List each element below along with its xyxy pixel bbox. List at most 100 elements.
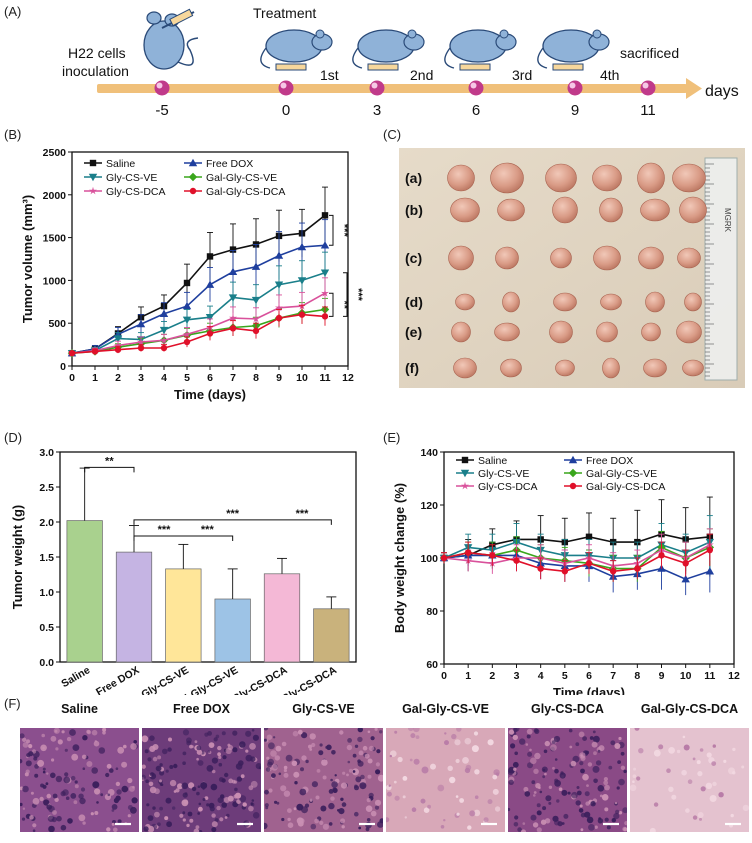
cell-nucleus: [630, 784, 637, 792]
x-tick-label: 11: [319, 372, 330, 384]
tumor-specimen: [638, 246, 664, 270]
histology-title: Gly-CS-DCA: [531, 702, 604, 716]
cell-nucleus: [193, 828, 200, 832]
series-line: [71, 292, 326, 354]
legend-marker: [568, 455, 578, 464]
y-tick-label: 2.0: [39, 517, 54, 529]
cell-nucleus: [539, 790, 543, 794]
cell-nucleus: [623, 769, 627, 774]
cell-nucleus: [682, 735, 686, 739]
panel-label-a: (A): [4, 4, 22, 19]
tumor-specimen: [593, 245, 621, 271]
cell-nucleus: [409, 758, 413, 762]
y-tick-label: 140: [420, 447, 438, 459]
cell-nucleus: [331, 750, 336, 755]
cell-nucleus: [82, 821, 86, 825]
cell-nucleus: [471, 745, 479, 753]
cell-nucleus: [473, 731, 479, 736]
cell-nucleus: [206, 803, 210, 807]
cell-nucleus: [346, 773, 349, 777]
cell-nucleus: [204, 796, 209, 800]
cell-nucleus: [34, 773, 39, 778]
tumor-specimen: [494, 322, 520, 342]
data-point: [537, 565, 544, 572]
cell-nucleus: [301, 806, 308, 814]
cell-nucleus: [127, 777, 133, 784]
cell-nucleus: [234, 792, 242, 799]
cell-nucleus: [527, 762, 533, 769]
cell-nucleus: [264, 822, 268, 830]
cell-nucleus: [167, 747, 172, 752]
cell-nucleus: [611, 818, 616, 823]
cell-nucleus: [42, 767, 46, 771]
cell-nucleus: [394, 730, 398, 734]
data-point: [160, 344, 168, 352]
data-point: [182, 316, 192, 324]
cell-nucleus: [54, 729, 58, 733]
cell-nucleus: [604, 784, 610, 791]
cell-nucleus: [57, 739, 63, 745]
cell-nucleus: [532, 822, 539, 828]
cell-nucleus: [389, 754, 392, 758]
cell-nucleus: [365, 827, 370, 832]
timeline-arrowhead: [686, 78, 702, 99]
inoculation-text-line1: H22 cells: [68, 45, 126, 61]
cell-nucleus: [699, 817, 702, 821]
cell-nucleus: [636, 776, 641, 781]
cell-nucleus: [514, 751, 518, 756]
cell-nucleus: [603, 780, 609, 786]
cell-nucleus: [455, 758, 460, 764]
cell-nucleus: [586, 784, 589, 787]
cell-nucleus: [250, 780, 258, 788]
cell-nucleus: [305, 759, 309, 764]
cell-nucleus: [354, 811, 359, 817]
cell-nucleus: [318, 750, 324, 756]
cell-nucleus: [358, 826, 362, 830]
cell-nucleus: [328, 789, 334, 794]
cell-nucleus: [91, 729, 98, 736]
cell-nucleus: [133, 740, 137, 744]
cell-nucleus: [29, 815, 34, 820]
cell-nucleus: [366, 818, 371, 822]
cell-nucleus: [585, 750, 590, 755]
cell-nucleus: [408, 728, 414, 732]
cell-nucleus: [32, 797, 40, 805]
cell-nucleus: [340, 782, 348, 789]
cell-nucleus: [232, 730, 238, 736]
x-tick-label: 10: [296, 372, 308, 384]
cell-nucleus: [730, 813, 734, 818]
cell-nucleus: [300, 767, 304, 772]
cell-nucleus: [601, 794, 609, 801]
significance-brackets: ********: [329, 214, 364, 317]
tumor-specimen: [600, 293, 622, 311]
cell-nucleus: [74, 780, 78, 784]
cell-nucleus: [322, 775, 327, 780]
cell-nucleus: [692, 815, 698, 820]
plot-frame: [59, 451, 357, 663]
histology-title: Gal-Gly-CS-VE: [402, 702, 489, 716]
cell-nucleus: [94, 788, 101, 795]
cell-nucleus: [593, 778, 598, 784]
cell-nucleus: [331, 781, 338, 788]
series-free-dox: [67, 219, 330, 357]
cell-nucleus: [487, 739, 494, 746]
cell-nucleus: [298, 818, 305, 824]
cell-nucleus: [524, 791, 531, 797]
cell-nucleus: [245, 749, 249, 753]
cell-nucleus: [96, 801, 99, 804]
cell-nucleus: [328, 802, 335, 810]
cell-nucleus: [181, 782, 189, 790]
y-tick-label: 0.5: [39, 622, 54, 634]
cell-nucleus: [599, 794, 603, 798]
cell-nucleus: [531, 780, 536, 785]
cell-nucleus: [526, 728, 533, 735]
data-point: [136, 319, 146, 328]
cell-nucleus: [570, 760, 577, 767]
cell-nucleus: [308, 744, 312, 749]
cell-nucleus: [561, 789, 568, 796]
cell-nucleus: [444, 740, 449, 746]
cell-nucleus: [685, 808, 690, 813]
mouse-dose-3-icon: [444, 29, 517, 71]
histology-image: [630, 728, 749, 832]
legend-marker: [461, 456, 469, 464]
